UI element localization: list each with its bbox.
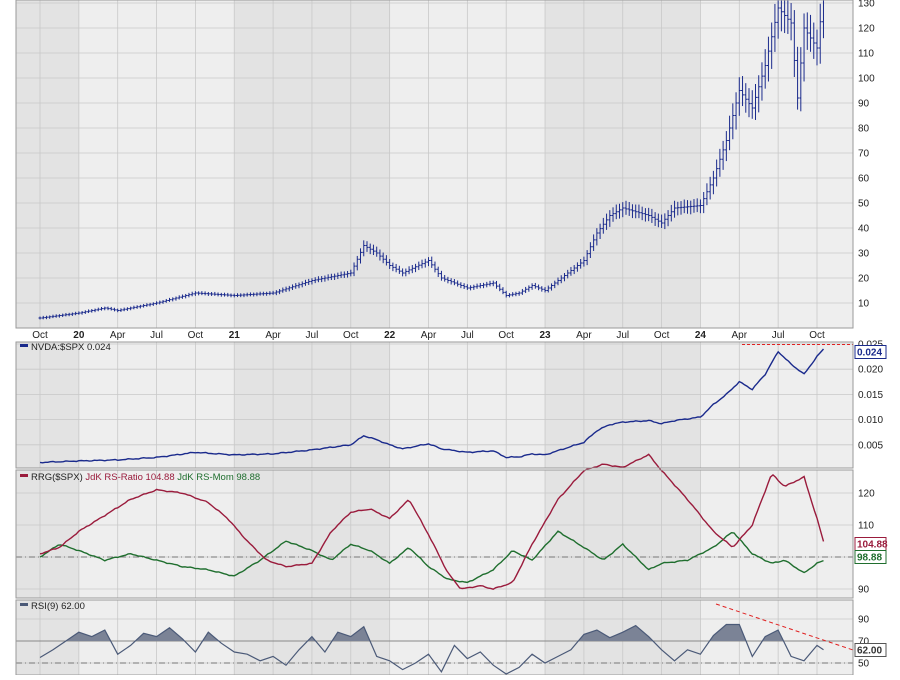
y-tick-label: 0.020 [858, 365, 883, 376]
y-tick-label: 90 [858, 99, 870, 110]
y-tick-label: 60 [858, 174, 870, 185]
x-axis-label: Apr [110, 330, 126, 341]
y-tick-label: 10 [858, 299, 870, 310]
x-axis-label: Apr [576, 330, 592, 341]
rrg-legend-item: JdK RS-Ratio 104.88 [85, 472, 177, 483]
y-tick-label: 0.015 [858, 390, 883, 401]
y-tick-label: 50 [858, 199, 870, 210]
y-tick-label: 90 [858, 615, 870, 626]
rs-ratio-last-value: 104.88 [857, 540, 888, 551]
x-axis-label: Oct [343, 330, 359, 341]
year-band [16, 600, 79, 675]
y-tick-label: 0.005 [858, 440, 883, 451]
ratio-last-value-box [854, 345, 887, 359]
year-band [16, 0, 79, 328]
rsi-last-value-box [854, 643, 887, 657]
rsi-overbought-fill [65, 624, 784, 641]
rs-mom-last-value: 98.88 [857, 553, 882, 564]
x-axis-label: Oct [654, 330, 670, 341]
grid-lines [16, 0, 853, 675]
x-axis-label: 20 [73, 330, 85, 341]
price-series [38, 0, 824, 320]
panel-frame [15, 341, 854, 469]
x-axis-label: 21 [229, 330, 241, 341]
x-axis-label: 22 [384, 330, 396, 341]
x-axis-label: Jul [616, 330, 629, 341]
rs-ratio-line [39, 453, 825, 590]
rsi-line [39, 623, 824, 675]
y-tick-label: 0.010 [858, 415, 883, 426]
x-axis-label: Oct [809, 330, 825, 341]
x-axis-label: Jul [306, 330, 319, 341]
year-band [700, 0, 853, 328]
ratio-last-value: 0.024 [857, 348, 882, 359]
y-tick-label: 100 [858, 74, 875, 85]
y-tick-label: 40 [858, 224, 870, 235]
x-axis-label: Apr [732, 330, 748, 341]
x-axis-label: 24 [695, 330, 707, 341]
x-axis-label: Oct [32, 330, 48, 341]
rrg-legend: RRG($SPX) JdK RS-Ratio 104.88 JdK RS-Mom… [31, 472, 260, 483]
panel-legends: NVDA:$SPX 0.024 RRG($SPX) JdK RS-Ratio 10… [20, 342, 260, 612]
y-tick-label: 20 [858, 274, 870, 285]
rsi-series [39, 623, 824, 675]
panel-frame [15, 0, 854, 329]
rsi-legend-swatch [20, 603, 28, 606]
y-tick-label: 90 [858, 585, 870, 596]
y-tick-label: 110 [858, 521, 874, 532]
x-axis-label: 23 [539, 330, 551, 341]
year-band [700, 470, 853, 598]
axis-labels: 10 20 30 40 50 60 70 80 90 100 110 120 130 0.005 0.010… [32, 0, 888, 670]
rs-mom-line [39, 530, 824, 584]
rs-mom-last-value-box [854, 550, 887, 564]
rsi-last-value: 62.00 [857, 646, 882, 657]
rrg-legend-swatch [20, 474, 28, 477]
x-axis-label: Jul [772, 330, 785, 341]
x-axis-label: Oct [188, 330, 204, 341]
y-tick-label: 80 [858, 124, 870, 135]
y-tick-label: 50 [858, 659, 870, 670]
x-axis-label: Jul [461, 330, 474, 341]
x-axis-label: Apr [421, 330, 437, 341]
y-tick-label: 120 [858, 489, 875, 500]
y-tick-label: 110 [858, 49, 874, 60]
y-tick-label: 130 [858, 0, 875, 10]
year-band [16, 342, 79, 468]
year-band [700, 342, 853, 468]
rrg-legend-prefix: RRG($SPX) [31, 472, 85, 483]
ratio-legend: NVDA:$SPX 0.024 [31, 342, 111, 353]
year-band [16, 470, 79, 598]
y-tick-label: 70 [858, 149, 870, 160]
x-axis-label: Oct [498, 330, 514, 341]
panel-frame [15, 469, 854, 599]
x-axis-label: Apr [265, 330, 281, 341]
rsi-legend: RSI(9) 62.00 [31, 601, 85, 612]
rsi-divergence-trendline [715, 603, 854, 651]
y-tick-label: 70 [858, 637, 870, 648]
ratio-legend-swatch [20, 344, 28, 347]
series-layer [38, 0, 854, 675]
y-tick-label: 30 [858, 249, 870, 260]
y-tick-label: 120 [858, 24, 875, 35]
rrg-legend-item: JdK RS-Mom 98.88 [177, 472, 260, 483]
ratio-line [39, 348, 825, 464]
x-axis-label: Jul [150, 330, 163, 341]
